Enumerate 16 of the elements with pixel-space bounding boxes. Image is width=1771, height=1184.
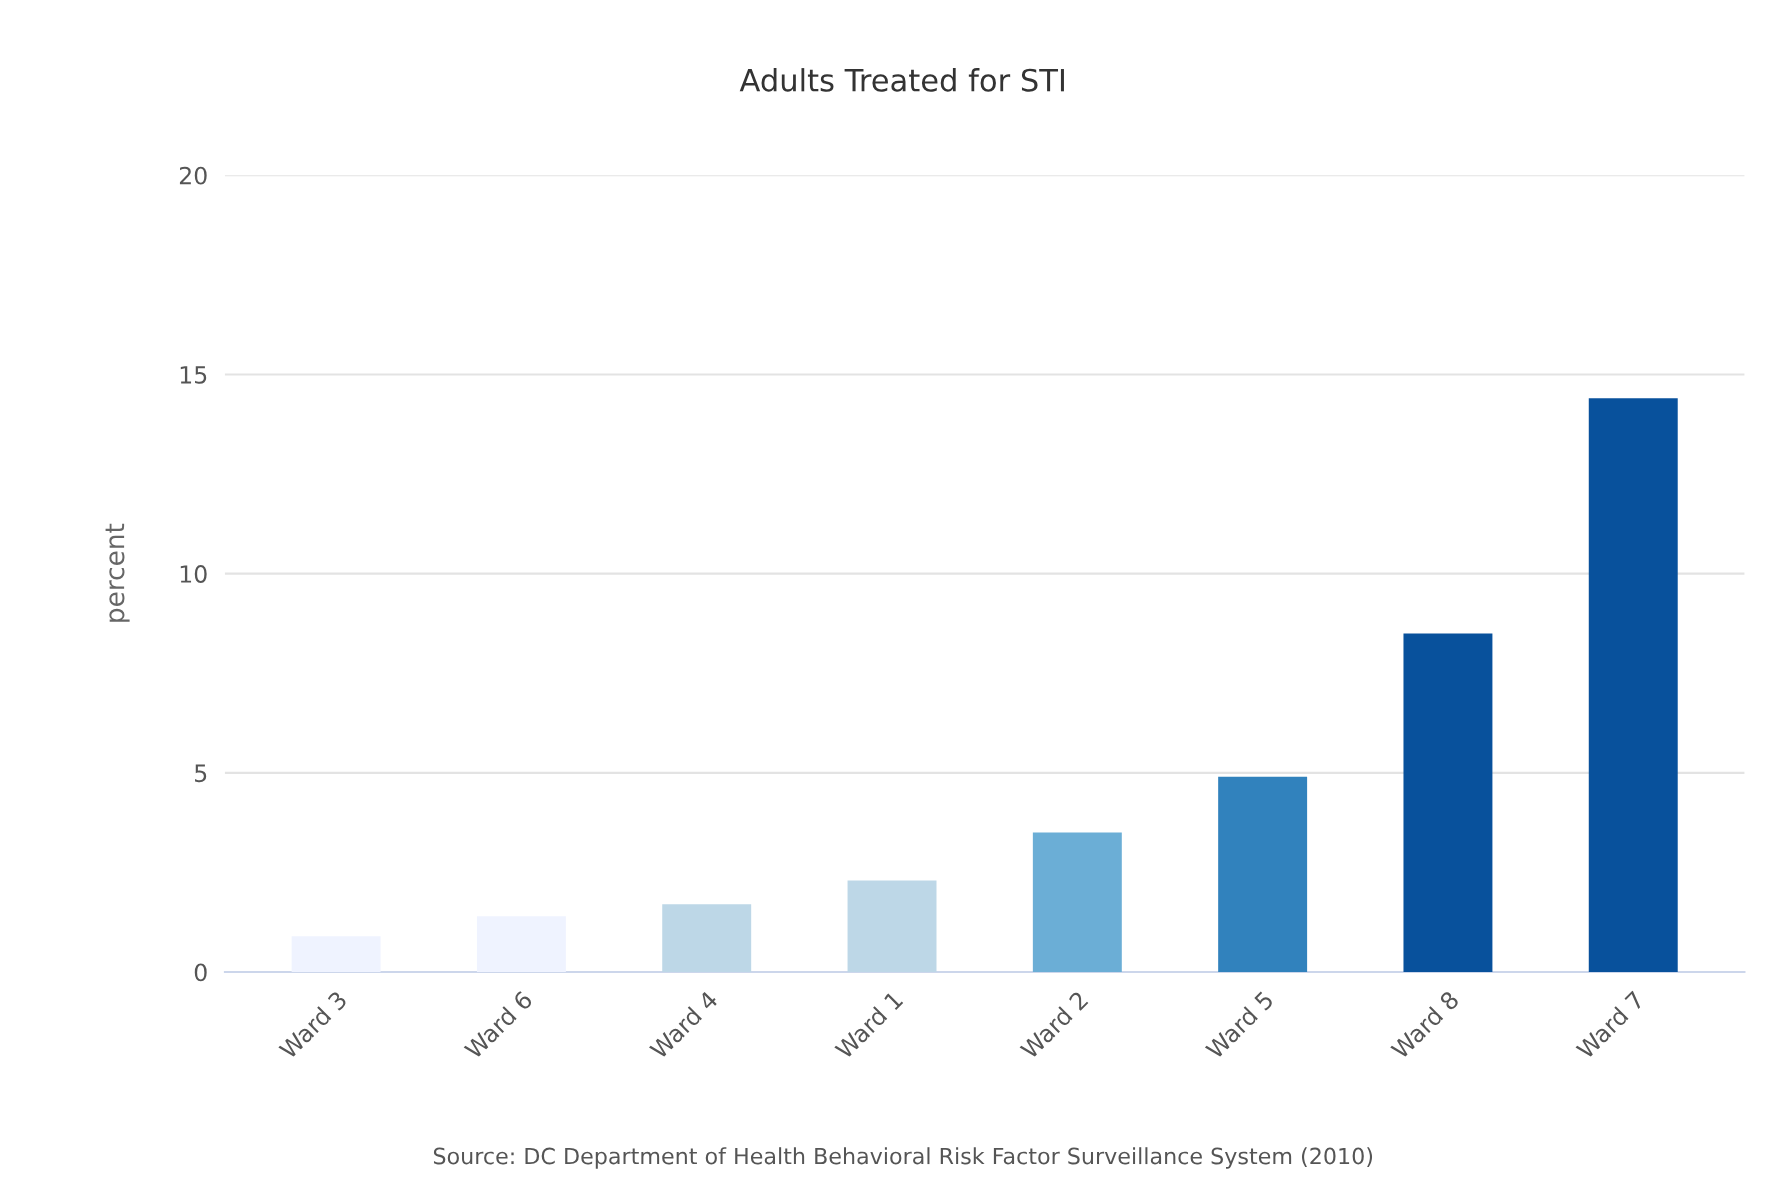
bar (847, 880, 937, 973)
y-tick-label: 20 (179, 166, 207, 185)
bar (1403, 633, 1493, 973)
chart-title: Adults Treated for STI (739, 68, 1064, 92)
bar (662, 904, 752, 973)
bar (1588, 398, 1678, 973)
y-tick-label: 10 (180, 565, 207, 583)
bar (1218, 776, 1308, 973)
bar (291, 936, 381, 973)
y-axis-title: percent (105, 523, 130, 622)
y-tick-label: 0 (194, 963, 207, 982)
bar (1032, 832, 1122, 973)
y-tick-label: 15 (180, 366, 207, 384)
bar (476, 916, 566, 973)
source-note: Source: DC Department of Health Behavioral Risk Factor Surveillance System (2010) (433, 1147, 1373, 1169)
y-tick-label: 5 (195, 764, 207, 783)
